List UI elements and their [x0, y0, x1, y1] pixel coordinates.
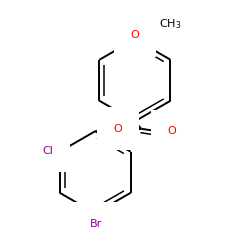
Text: Cl: Cl — [42, 146, 53, 156]
Text: O: O — [113, 124, 122, 134]
Text: Br: Br — [90, 219, 102, 229]
Text: CH$_3$: CH$_3$ — [158, 18, 181, 31]
Text: O: O — [168, 126, 176, 136]
Text: O: O — [130, 30, 139, 40]
